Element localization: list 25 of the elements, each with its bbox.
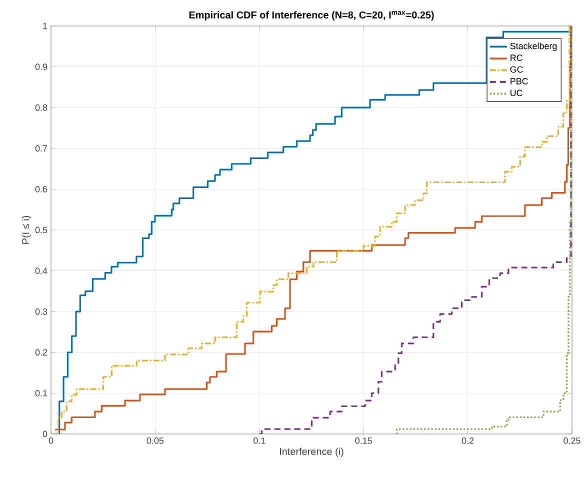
y-tick-label: 0.7 bbox=[35, 145, 48, 152]
y-tick-label: 1 bbox=[43, 22, 48, 30]
legend-label: RC bbox=[510, 54, 522, 61]
x-axis-title: Interference (i) bbox=[280, 448, 344, 457]
x-tick-label: 0.1 bbox=[254, 438, 266, 444]
x-tick-label: 0.15 bbox=[355, 438, 372, 444]
y-tick-label: 0.2 bbox=[35, 349, 48, 356]
y-tick-label: 0 bbox=[42, 430, 48, 438]
x-tick-label: 0.2 bbox=[462, 438, 474, 444]
y-axis-title: P(I ≤ i) bbox=[22, 216, 32, 244]
y-tick-label: 0.3 bbox=[35, 308, 48, 315]
y-tick-label: 0.9 bbox=[35, 64, 48, 70]
x-tick-label: 0.05 bbox=[146, 438, 164, 444]
x-tick-label: 0 bbox=[48, 438, 54, 444]
legend-label: Stackelberg bbox=[510, 42, 557, 51]
y-tick-label: 0.8 bbox=[35, 104, 48, 111]
x-tick-label: 0.25 bbox=[564, 438, 580, 444]
y-tick-label: 0.4 bbox=[35, 268, 48, 274]
y-tick-label: 0.6 bbox=[35, 186, 48, 192]
legend-label: UC bbox=[510, 90, 522, 96]
y-tick-label: 0.1 bbox=[35, 390, 48, 396]
chart-title: Empirical CDF of Interference (N=8, C=20, I$^{max}$=0.25) bbox=[189, 11, 434, 20]
legend-label: PBC bbox=[510, 78, 528, 84]
y-tick-label: 0.5 bbox=[35, 226, 48, 234]
legend-label: GC bbox=[510, 66, 523, 73]
